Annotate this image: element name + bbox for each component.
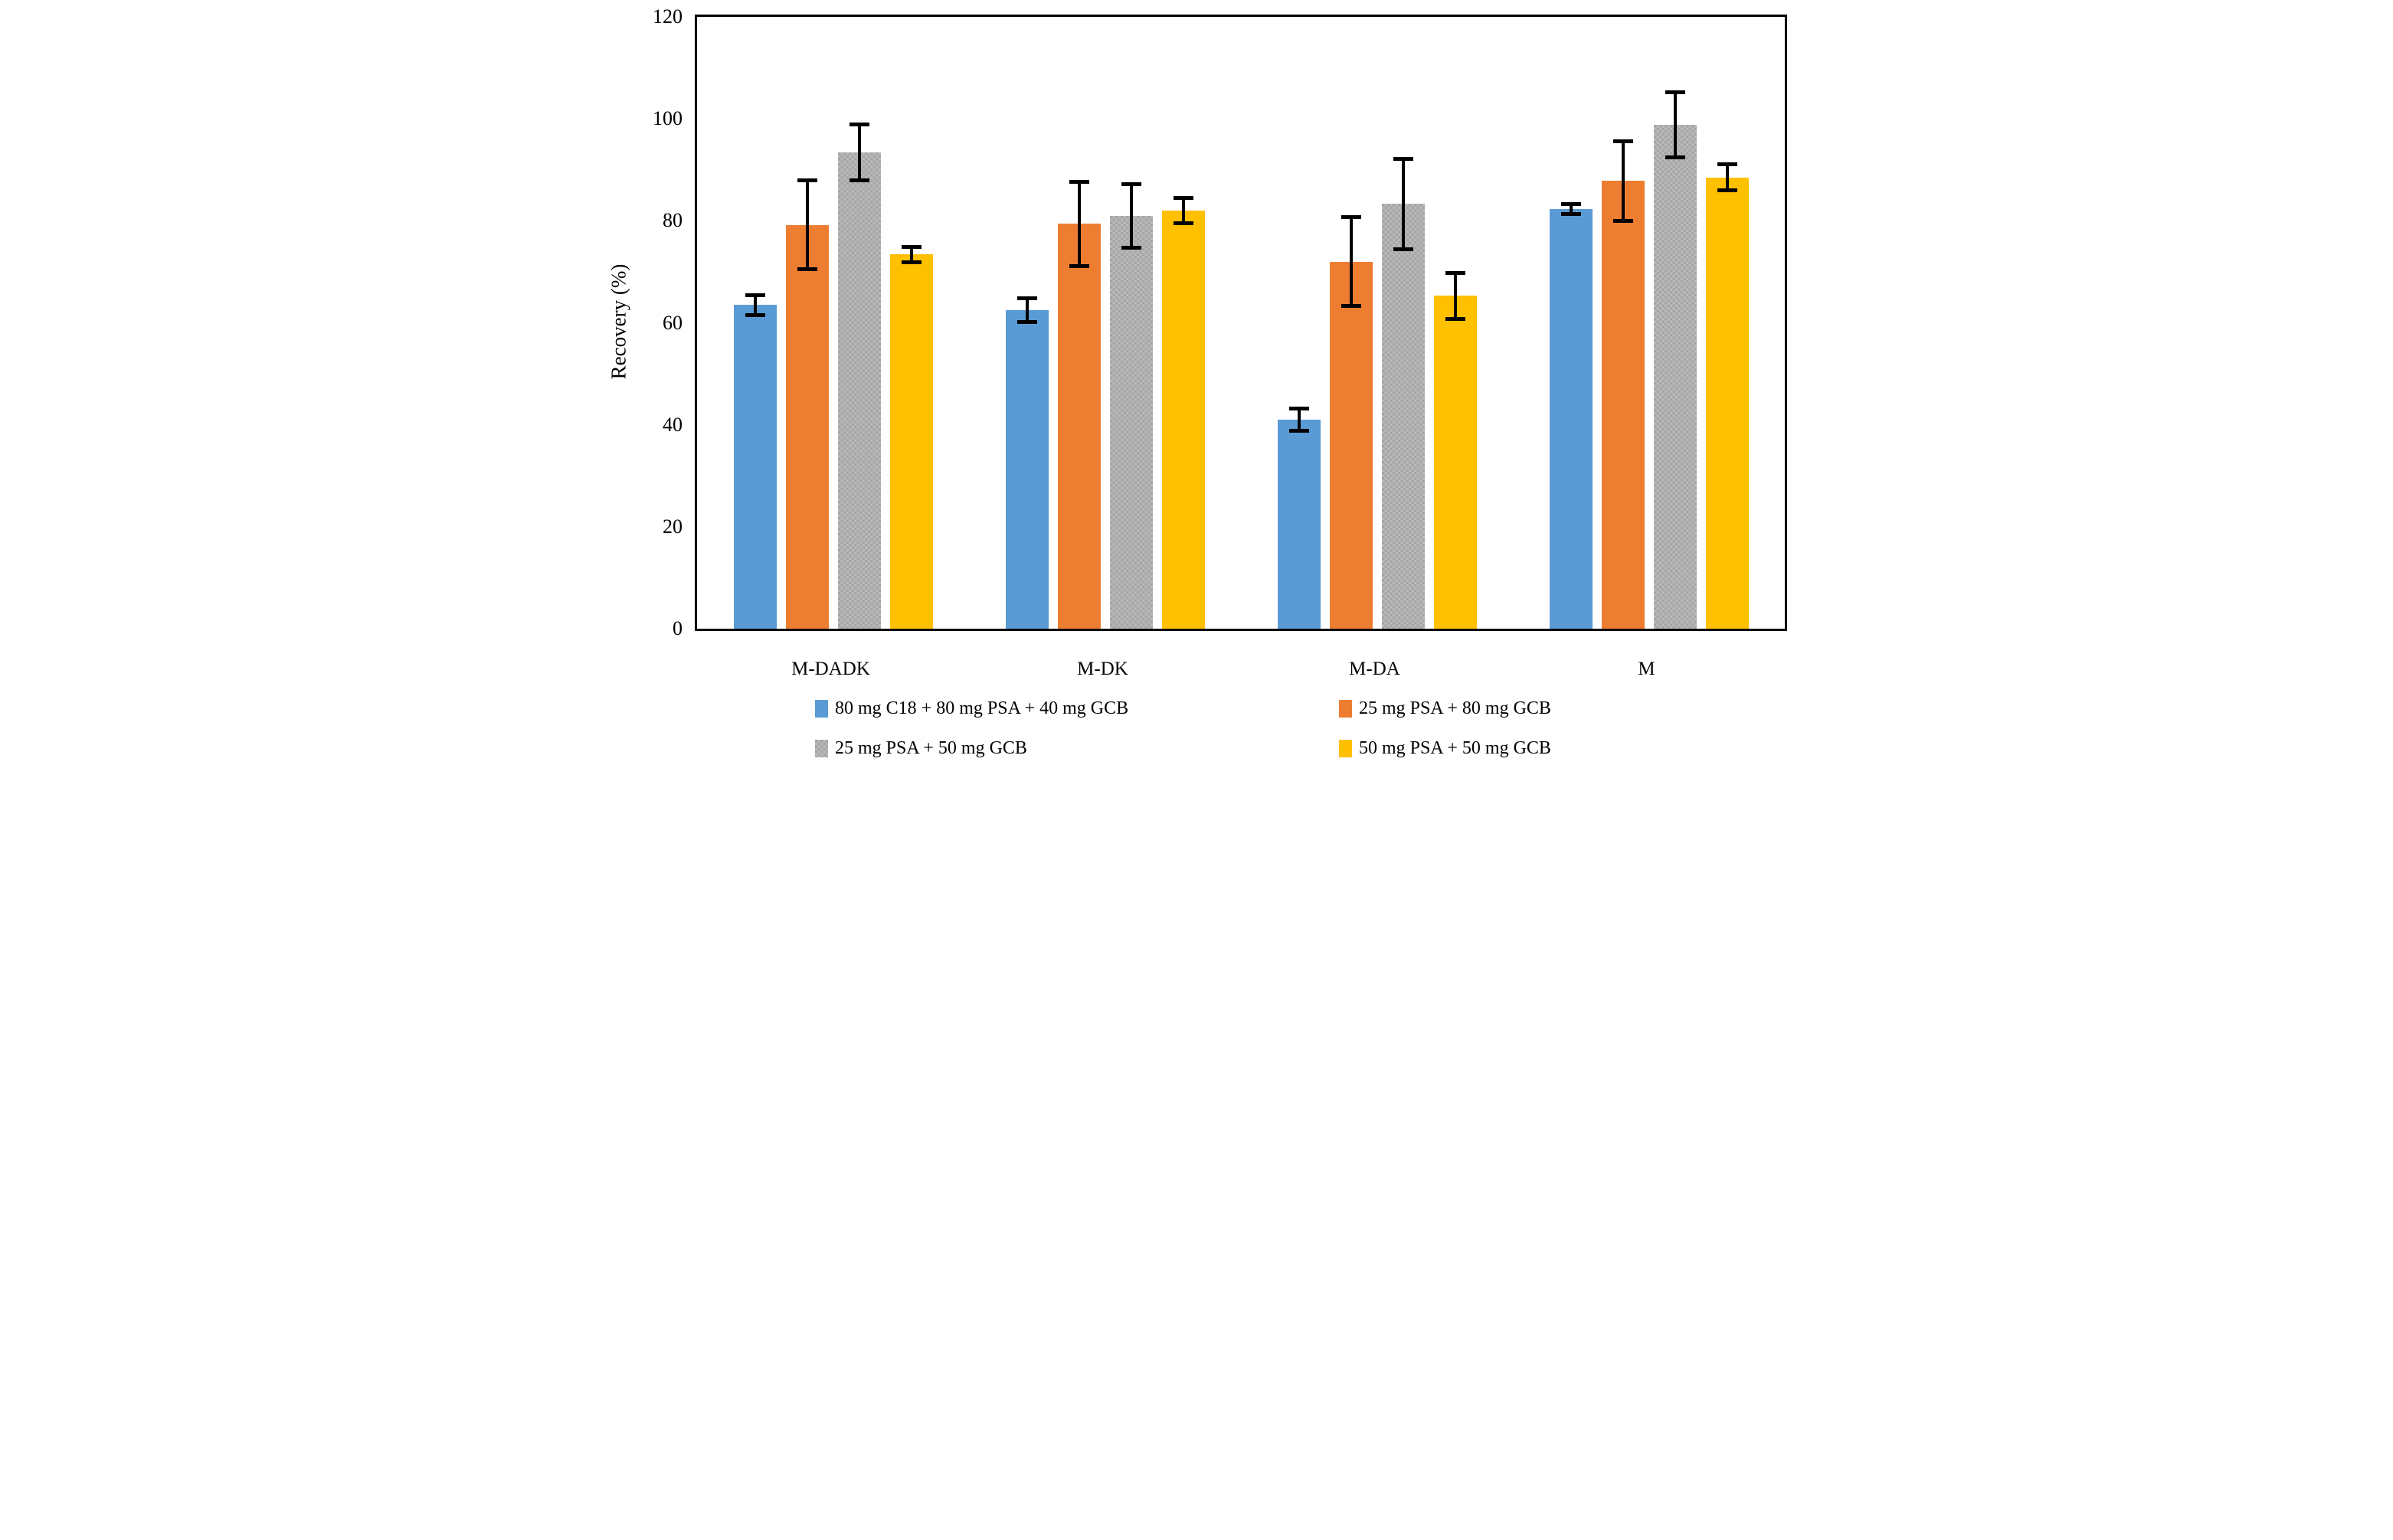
legend-item-series-1: 80 mg C18 + 80 mg PSA + 40 mg GCB <box>815 698 1128 718</box>
legend-item-series-4: 50 mg PSA + 50 mg GCB <box>1339 738 1551 758</box>
bar-M-DA-series-4 <box>1433 296 1477 629</box>
error-cap-top-M-series-1 <box>1560 202 1581 207</box>
error-cap-top-M-series-3 <box>1665 90 1685 94</box>
x-category-label-M-DA: M-DA <box>1349 659 1400 679</box>
bar-M-DADK-series-3 <box>837 152 881 629</box>
error-bar-M-DK-series-2 <box>1077 181 1081 266</box>
legend-swatch-icon <box>1339 699 1352 718</box>
error-bar-M-DADK-series-4 <box>909 246 913 263</box>
bar-M-DADK-series-2 <box>785 224 829 629</box>
y-tick-label-100: 100 <box>653 107 683 130</box>
legend-label: 50 mg PSA + 50 mg GCB <box>1359 738 1551 758</box>
y-tick-label-120: 120 <box>653 5 683 28</box>
legend-label: 25 mg PSA + 50 mg GCB <box>835 738 1027 758</box>
y-tick-label-60: 60 <box>663 311 683 334</box>
error-cap-bottom-M-DK-series-4 <box>1173 221 1193 225</box>
legend-label: 80 mg C18 + 80 mg PSA + 40 mg GCB <box>835 698 1129 718</box>
error-cap-top-M-DA-series-3 <box>1393 157 1413 162</box>
bar-M-DA-series-3 <box>1381 204 1425 629</box>
error-cap-top-M-DADK-series-1 <box>745 293 765 297</box>
error-cap-bottom-M-DA-series-4 <box>1445 316 1465 321</box>
y-tick-label-20: 20 <box>663 515 683 538</box>
bar-M-DADK-series-4 <box>889 254 933 629</box>
error-cap-bottom-M-DADK-series-1 <box>745 312 765 317</box>
error-cap-top-M-DK-series-3 <box>1121 181 1141 186</box>
error-bar-M-series-3 <box>1673 91 1677 159</box>
error-cap-bottom-M-DA-series-1 <box>1288 429 1309 433</box>
error-cap-bottom-M-DK-series-2 <box>1069 263 1089 268</box>
error-bar-M-DK-series-4 <box>1181 198 1185 224</box>
error-cap-top-M-DA-series-4 <box>1445 270 1465 275</box>
bar-M-DA-series-1 <box>1277 420 1321 629</box>
legend-swatch-icon <box>815 739 828 757</box>
bar-M-DA-series-2 <box>1329 261 1373 629</box>
error-cap-bottom-M-series-4 <box>1717 188 1737 193</box>
error-cap-bottom-M-series-1 <box>1560 211 1581 216</box>
error-bar-M-DA-series-3 <box>1401 159 1405 250</box>
error-bar-M-DADK-series-2 <box>805 180 809 270</box>
error-cap-bottom-M-DK-series-1 <box>1016 319 1037 324</box>
bar-M-DK-series-2 <box>1057 224 1101 629</box>
error-cap-top-M-DK-series-2 <box>1069 180 1089 185</box>
legend-swatch-icon <box>815 699 828 718</box>
bar-M-series-2 <box>1601 181 1645 629</box>
error-cap-bottom-M-DADK-series-2 <box>797 267 817 272</box>
error-cap-top-M-series-2 <box>1612 139 1633 143</box>
error-cap-top-M-DK-series-1 <box>1016 296 1037 300</box>
error-bar-M-DADK-series-3 <box>857 123 861 181</box>
y-tick-label-0: 0 <box>673 617 683 639</box>
error-cap-bottom-M-DK-series-3 <box>1121 245 1141 250</box>
error-bar-M-DK-series-3 <box>1129 183 1133 248</box>
bar-chart-figure: Recovery (%) 0 20 40 60 80 100 120 M-DADK M-DK M… <box>598 0 1795 770</box>
plot-area <box>695 15 1787 631</box>
error-cap-bottom-M-DA-series-3 <box>1393 247 1413 251</box>
bar-M-DK-series-3 <box>1109 215 1153 629</box>
legend-item-series-2: 25 mg PSA + 80 mg GCB <box>1339 698 1551 718</box>
error-cap-bottom-M-DADK-series-3 <box>849 178 869 183</box>
bar-M-DADK-series-1 <box>733 305 777 629</box>
error-bar-M-DK-series-1 <box>1025 297 1029 322</box>
y-tick-label-40: 40 <box>663 413 683 436</box>
error-cap-top-M-DA-series-2 <box>1341 215 1361 219</box>
error-cap-bottom-M-DA-series-2 <box>1341 304 1361 309</box>
legend-label: 25 mg PSA + 80 mg GCB <box>1359 698 1551 718</box>
legend-item-series-3: 25 mg PSA + 50 mg GCB <box>815 738 1027 758</box>
error-cap-top-M-DA-series-1 <box>1288 406 1309 410</box>
x-category-label-M: M <box>1638 659 1655 679</box>
y-tick-label-80: 80 <box>663 209 683 232</box>
error-bar-M-DA-series-2 <box>1349 217 1353 307</box>
bar-M-DK-series-4 <box>1161 211 1205 629</box>
bar-M-series-3 <box>1653 125 1697 629</box>
error-cap-bottom-M-series-3 <box>1665 155 1685 160</box>
error-bar-M-DADK-series-1 <box>753 294 757 316</box>
error-cap-top-M-DADK-series-3 <box>849 122 869 126</box>
error-bar-M-series-1 <box>1569 204 1573 214</box>
error-cap-top-M-DADK-series-2 <box>797 178 817 183</box>
error-cap-bottom-M-series-2 <box>1612 218 1633 223</box>
x-category-label-M-DK: M-DK <box>1077 659 1128 679</box>
bar-M-DK-series-1 <box>1005 309 1049 629</box>
error-cap-top-M-series-4 <box>1717 162 1737 167</box>
legend-swatch-icon <box>1339 739 1352 757</box>
bars-layer <box>697 17 1785 629</box>
error-cap-top-M-DK-series-4 <box>1173 196 1193 201</box>
x-category-label-M-DADK: M-DADK <box>791 659 870 679</box>
error-bar-M-DA-series-4 <box>1453 272 1457 319</box>
error-bar-M-series-4 <box>1725 164 1729 191</box>
error-cap-top-M-DADK-series-4 <box>901 244 922 249</box>
bar-M-series-1 <box>1549 209 1593 629</box>
bar-M-series-4 <box>1705 177 1749 629</box>
error-cap-bottom-M-DADK-series-4 <box>901 260 922 264</box>
error-bar-M-DA-series-1 <box>1297 407 1301 432</box>
error-bar-M-series-2 <box>1621 140 1625 221</box>
